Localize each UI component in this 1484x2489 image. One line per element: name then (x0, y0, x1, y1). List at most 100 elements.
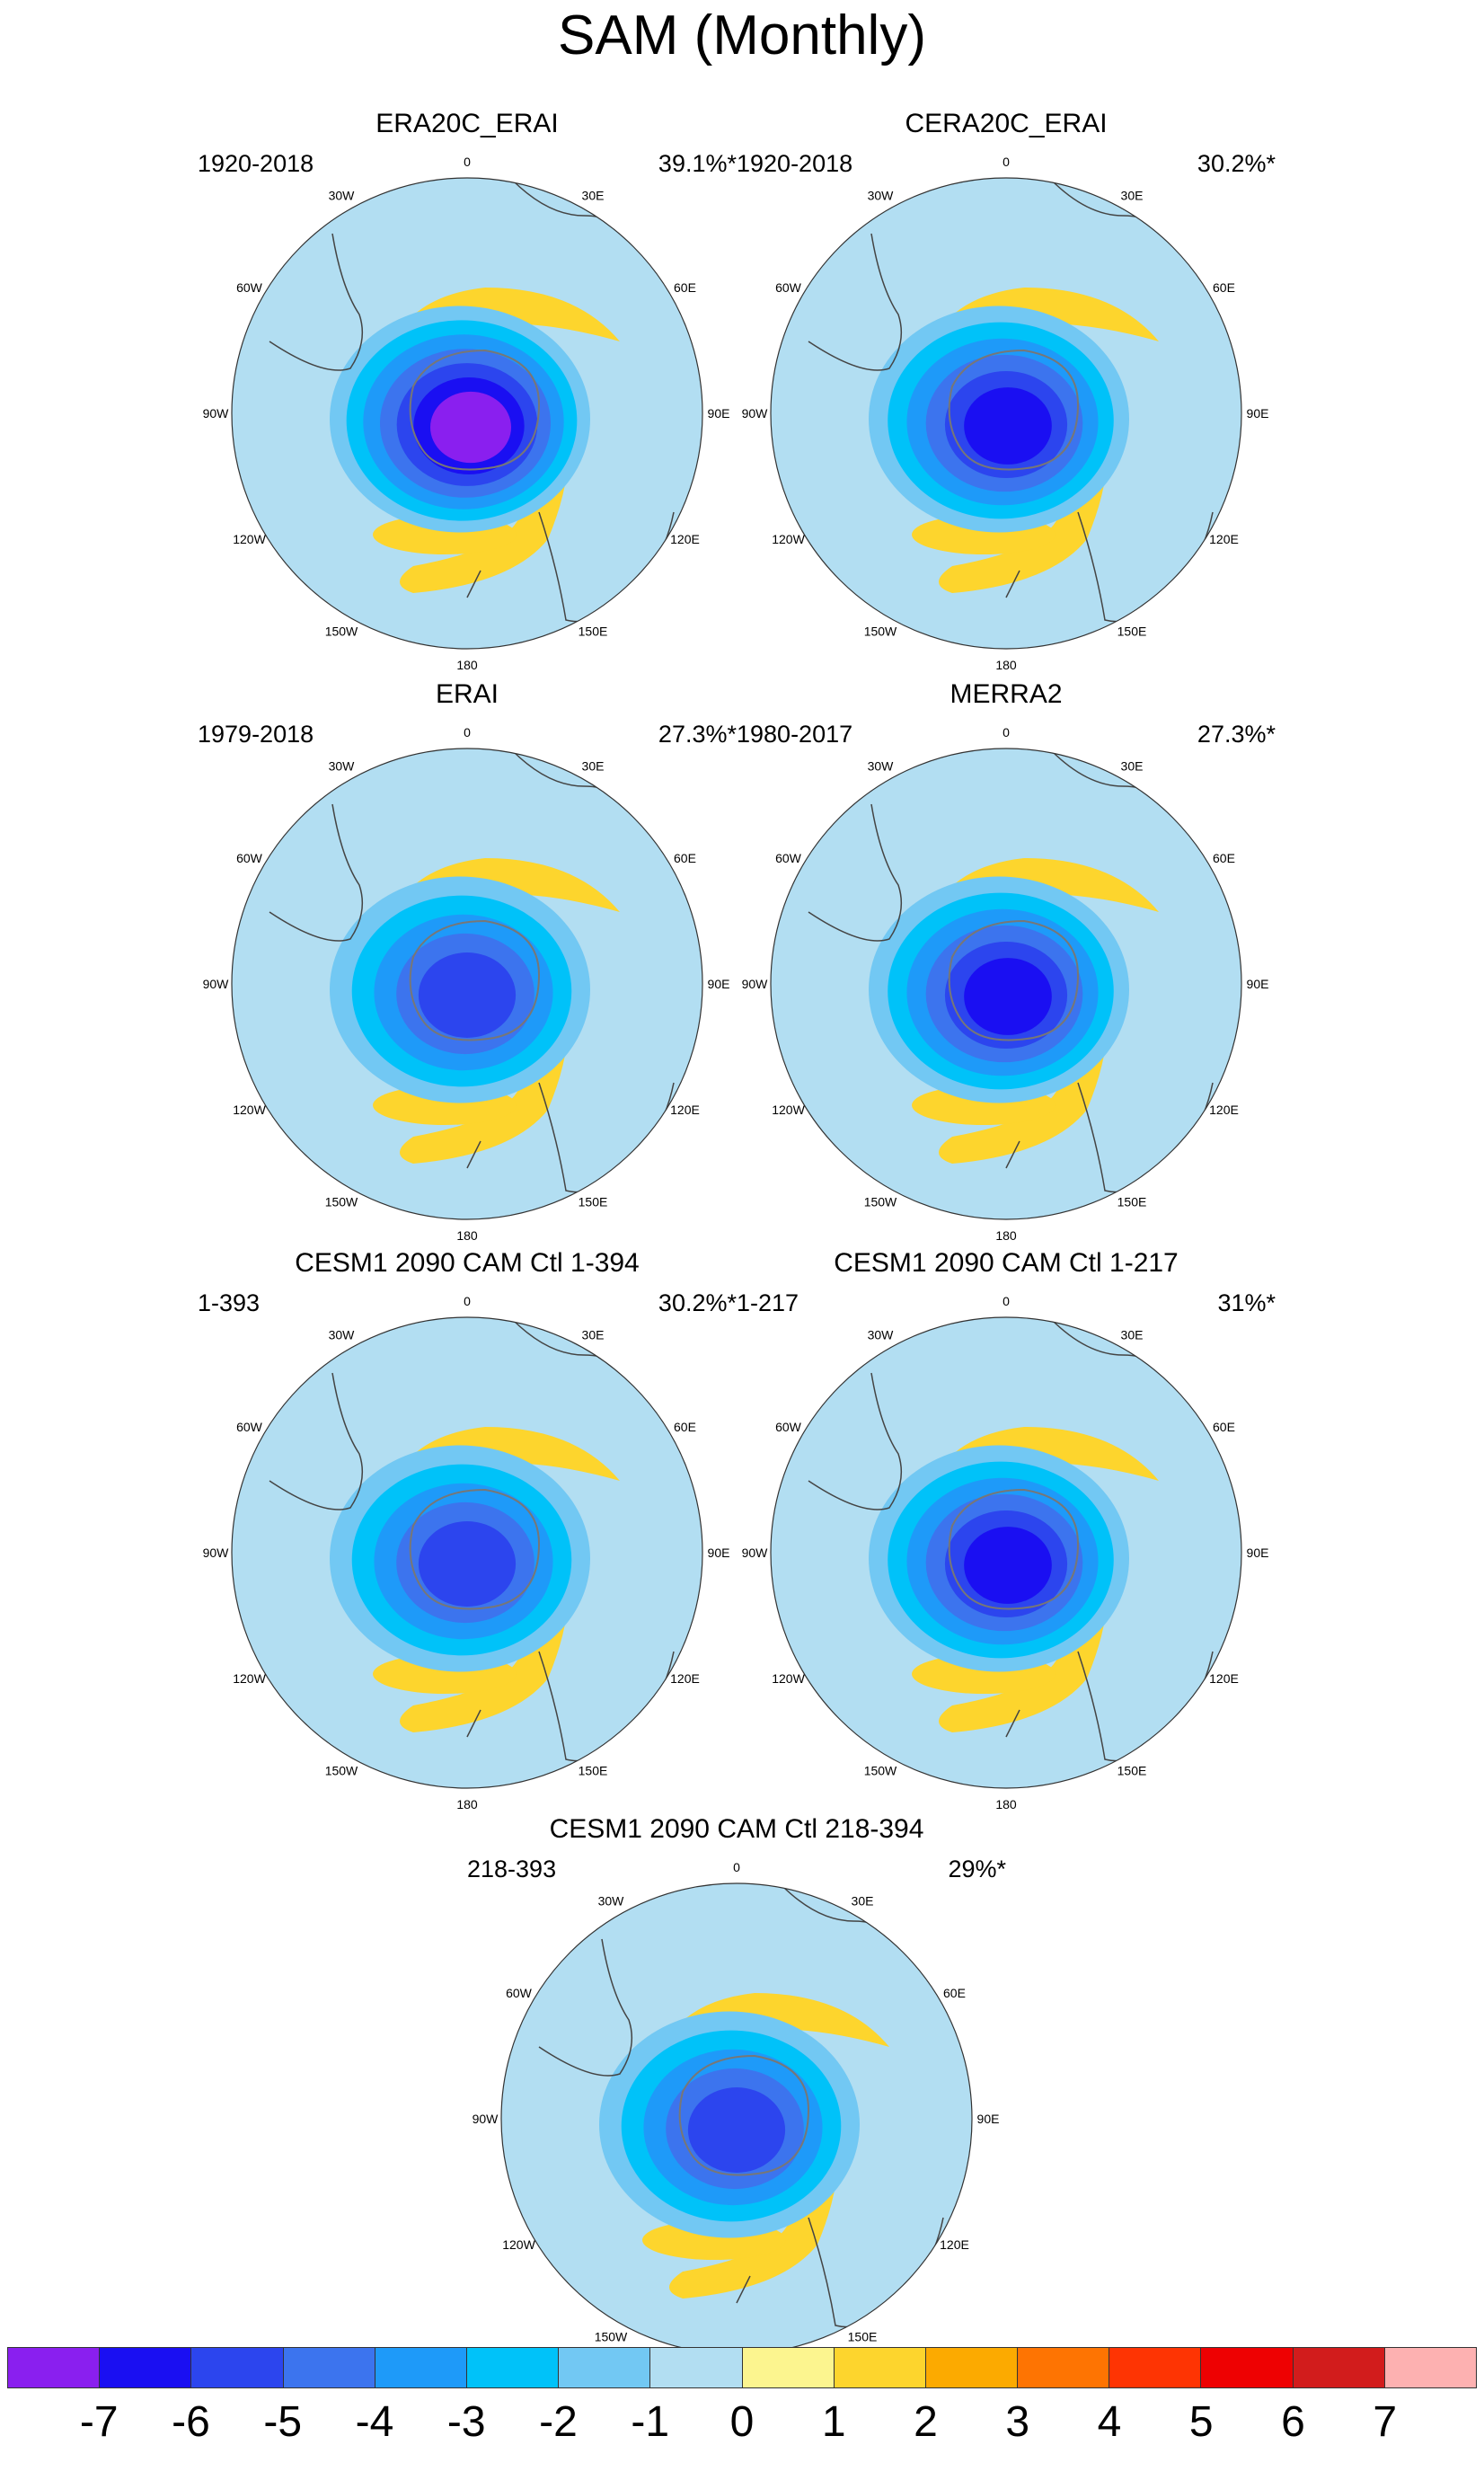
longitude-label: 150W (864, 624, 897, 638)
longitude-label: 60E (1213, 851, 1235, 865)
panel-period: 1920-2018 (198, 150, 314, 177)
colorbar-tick-label: -7 (79, 2398, 119, 2446)
panel-variance-explained: 27.3%* (1197, 721, 1276, 748)
colorbar-tick-label: -1 (631, 2398, 670, 2446)
negative-anomaly-contour (687, 2087, 786, 2173)
negative-anomaly-contour (964, 958, 1052, 1035)
longitude-label: 150E (1117, 624, 1147, 638)
positive-anomaly-band (400, 948, 569, 1164)
negative-anomaly-contour (964, 387, 1052, 465)
panel-title: ERA20C_ERAI (375, 109, 559, 138)
longitude-label: 120E (940, 2237, 969, 2252)
negative-anomaly-contour (418, 1521, 517, 1607)
map-boundary (770, 1316, 1242, 1789)
polar-map: 0 30E 60E 90E 120E 150E 180 150W 120W 90W 60W 30W (203, 725, 730, 1243)
south-america-coastline (269, 1372, 364, 1510)
polar-map: 0 30E 60E 90E 120E 150E 180 150W 120W 90W 60W 30W (203, 155, 730, 672)
longitude-label: 0 (464, 1294, 471, 1308)
longitude-label: 180 (456, 1228, 478, 1243)
longitude-label: 60E (943, 1986, 966, 2000)
longitude-label: 30W (868, 1328, 895, 1342)
colorbar-swatch (191, 2348, 284, 2387)
colorbar-tick-label: 4 (1097, 2398, 1122, 2446)
longitude-label: 150W (325, 624, 358, 638)
panel-period: 1920-2018 (737, 150, 853, 177)
antarctica-coastline (948, 919, 1080, 1041)
longitude-label: 60W (775, 851, 802, 865)
longitude-label: 30W (598, 1894, 625, 1909)
colorbar-tick-label: 6 (1281, 2398, 1305, 2446)
map-boundary (770, 177, 1242, 650)
longitude-label: 150E (579, 1763, 608, 1777)
longitude-label: 180 (995, 1797, 1017, 1811)
longitude-label: 150W (325, 1194, 358, 1209)
longitude-label: 60E (1213, 280, 1235, 295)
longitude-label: 60W (236, 1420, 263, 1434)
longitude-label: 120E (1209, 532, 1239, 546)
longitude-label: 120W (772, 1671, 805, 1686)
new-zealand-coastline (466, 1140, 481, 1169)
map-panel: ERAI 1979-2018 27.3%* 0 30E 60E 90E 120E 150E… (180, 678, 755, 1244)
map-panel: CESM1 2090 CAM Ctl 1-217 1-217 31%* 0 30E… (719, 1247, 1294, 1813)
positive-anomaly-band (939, 377, 1108, 593)
panel-variance-explained: 30.2%* (1197, 150, 1276, 177)
longitude-label: 90W (473, 2112, 499, 2126)
south-america-coastline (808, 233, 903, 371)
new-zealand-coastline (1005, 1140, 1020, 1169)
map-boundary (770, 748, 1242, 1220)
colorbar-swatch (1109, 2348, 1202, 2387)
colorbar-tick-label: -5 (263, 2398, 303, 2446)
colorbar-swatch (1018, 2348, 1110, 2387)
longitude-label: 150W (864, 1194, 897, 1209)
panel-title: CESM1 2090 CAM Ctl 1-217 (834, 1248, 1179, 1278)
colorbar-swatch (466, 2348, 560, 2387)
longitude-label: 0 (1003, 155, 1010, 169)
longitude-label: 30E (1121, 759, 1144, 774)
longitude-label: 150W (595, 2329, 628, 2343)
negative-anomaly-contour (430, 391, 511, 464)
longitude-label: 60E (674, 1420, 696, 1434)
panel-title: CESM1 2090 CAM Ctl 1-394 (295, 1248, 640, 1278)
map-boundary (231, 177, 703, 650)
antarctica-coastline (678, 2054, 810, 2176)
colorbar-swatch (925, 2348, 1019, 2387)
longitude-label: 150W (864, 1763, 897, 1777)
colorbar-swatch (283, 2348, 375, 2387)
colorbar-tick-label: -3 (446, 2398, 486, 2446)
longitude-label: 90E (1247, 406, 1269, 421)
longitude-label: 0 (1003, 1294, 1010, 1308)
map-panel: CESM1 2090 CAM Ctl 1-394 1-393 30.2%* 0 3… (180, 1247, 755, 1813)
colorbar-tick-label: 1 (821, 2398, 846, 2446)
south-america-coastline (808, 1372, 903, 1510)
panel-title: CERA20C_ERAI (905, 109, 1108, 138)
longitude-label: 150E (1117, 1194, 1147, 1209)
longitude-label: 0 (464, 725, 471, 740)
longitude-label: 30E (852, 1894, 874, 1909)
longitude-label: 90E (708, 977, 730, 991)
panel-title: MERRA2 (950, 679, 1063, 709)
new-zealand-coastline (1005, 570, 1020, 598)
longitude-label: 30E (1121, 189, 1144, 203)
longitude-label: 120W (772, 1103, 805, 1117)
longitude-label: 60E (1213, 1420, 1235, 1434)
longitude-label: 60W (236, 851, 263, 865)
longitude-label: 120W (233, 1103, 266, 1117)
map-boundary (231, 1316, 703, 1789)
longitude-label: 90E (977, 2112, 1000, 2126)
antarctica-coastline (948, 349, 1080, 471)
map-panel: CESM1 2090 CAM Ctl 218-394 218-393 29%* … (449, 1813, 1024, 2379)
longitude-label: 90W (203, 977, 230, 991)
longitude-label: 180 (456, 658, 478, 672)
longitude-label: 120W (233, 1671, 266, 1686)
panel-title: ERAI (435, 679, 499, 709)
negative-anomaly-contour (964, 1527, 1052, 1604)
map-boundary (231, 748, 703, 1220)
longitude-label: 150E (1117, 1763, 1147, 1777)
panel-period: 1-217 (737, 1289, 799, 1316)
longitude-label: 180 (456, 1797, 478, 1811)
longitude-label: 30E (582, 1328, 605, 1342)
longitude-label: 30W (329, 759, 356, 774)
longitude-label: 90W (742, 406, 769, 421)
colorbar-swatch (100, 2348, 192, 2387)
new-zealand-coastline (736, 2275, 751, 2304)
